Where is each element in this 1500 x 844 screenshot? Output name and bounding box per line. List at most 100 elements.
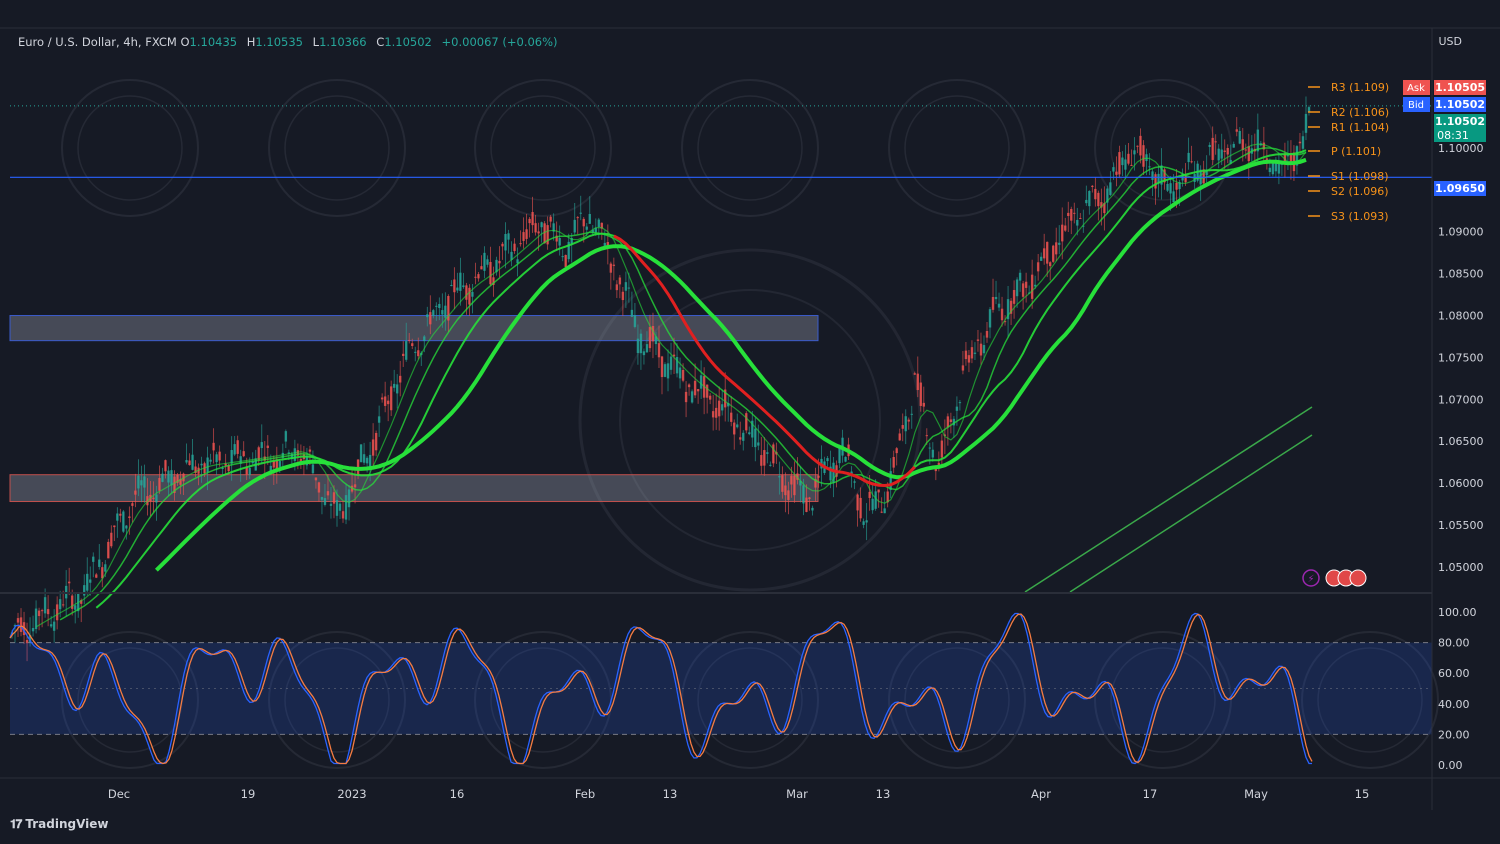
demand-zone[interactable]	[9, 474, 819, 503]
candle-body	[1082, 225, 1085, 227]
candle-body	[1184, 175, 1187, 183]
stochastic-pane[interactable]	[9, 612, 1432, 765]
candle-body	[657, 343, 661, 358]
candle-body	[233, 444, 236, 455]
watermark-ring	[888, 79, 1026, 217]
candle-body	[994, 296, 998, 300]
candle-body	[371, 439, 375, 456]
candle-body	[886, 491, 889, 503]
candle-body	[504, 234, 507, 251]
candle-body	[218, 451, 221, 461]
candle-body	[696, 389, 700, 392]
candle-body	[25, 640, 29, 644]
candle-body	[414, 351, 417, 353]
candle-body	[95, 574, 98, 578]
candle-body	[70, 595, 74, 609]
candle-body	[212, 442, 215, 451]
candle-body	[1070, 208, 1073, 221]
candle-body	[194, 466, 197, 473]
tradingview-logo[interactable]: 𝟏𝟕 TradingView	[10, 817, 109, 832]
candle-body	[272, 460, 276, 468]
candle-body	[1115, 171, 1118, 175]
candle-body	[1166, 183, 1169, 191]
candle-body	[1118, 152, 1121, 175]
candle-body	[191, 454, 194, 470]
candle-body	[748, 432, 751, 435]
candle-body	[1045, 241, 1049, 264]
candle-body	[1112, 167, 1115, 172]
candle-body	[1133, 150, 1136, 155]
candle-body	[1226, 147, 1229, 155]
candle-body	[826, 458, 829, 462]
candle-body	[763, 450, 766, 466]
candle-body	[913, 373, 916, 375]
candle-body	[910, 413, 913, 415]
candle-body	[952, 418, 956, 426]
symbol-title: Euro / U.S. Dollar, 4h, FXCM	[18, 35, 177, 49]
stochastic-tick-label: 80.00	[1438, 637, 1470, 650]
watermark-seal	[268, 79, 406, 217]
watermark-ring-inner	[697, 95, 803, 201]
candle-body	[727, 403, 730, 407]
candle-body	[585, 226, 588, 230]
candle-body	[525, 229, 528, 239]
stochastic-tick-label: 0.00	[1438, 759, 1463, 772]
stochastic-tick-label: 40.00	[1438, 698, 1470, 711]
candle-body	[344, 495, 348, 520]
candle-body	[122, 511, 125, 532]
lightning-icon[interactable]	[1302, 569, 1320, 587]
candle-body	[883, 508, 886, 514]
candle-body	[104, 564, 107, 572]
candle-body	[754, 428, 757, 448]
hline-value: 1.09650	[1435, 182, 1485, 195]
candle-body	[1076, 219, 1079, 226]
candle-body	[1052, 245, 1055, 262]
candle-body	[931, 449, 935, 458]
candle-body	[742, 432, 745, 441]
us-flag-icon[interactable]	[1349, 569, 1367, 587]
candle-body	[200, 463, 203, 466]
candle-body	[287, 452, 291, 454]
candle-body	[928, 447, 932, 449]
candle-body	[73, 605, 77, 610]
candle-body	[663, 364, 667, 377]
candle-body	[1064, 225, 1067, 231]
price-tick-label: 1.05500	[1438, 519, 1484, 532]
change-value: +0.00067 (+0.06%)	[441, 35, 558, 49]
candle-body	[1018, 272, 1022, 281]
price-pane[interactable]	[9, 79, 1439, 769]
candle-body	[140, 480, 143, 486]
tradingview-icon: 𝟏𝟕	[10, 817, 22, 831]
candle-body	[543, 223, 546, 244]
candle-body	[642, 351, 646, 356]
candle-body	[582, 218, 585, 227]
supply-zone[interactable]	[9, 315, 819, 342]
candle-body	[417, 350, 420, 357]
candle-body	[778, 476, 781, 478]
watermark-seal	[1094, 631, 1232, 769]
candle-body	[519, 243, 522, 245]
candle-body	[1241, 139, 1244, 151]
candle-body	[317, 482, 321, 493]
candle-body	[1163, 169, 1166, 183]
candle-body	[892, 457, 895, 468]
candle-body	[1000, 308, 1004, 321]
candle-body	[985, 331, 989, 338]
candle-body	[1205, 169, 1208, 176]
candle-body	[1021, 283, 1025, 297]
candle-body	[320, 497, 324, 500]
candle-body	[865, 520, 868, 523]
candle-body	[248, 467, 251, 475]
candle-body	[961, 365, 965, 371]
candle-body	[86, 573, 89, 591]
candle-body	[898, 433, 901, 441]
candle-body	[639, 333, 643, 354]
watermark-ring	[681, 79, 819, 217]
candle-body	[236, 440, 239, 454]
candle-body	[684, 391, 688, 403]
candle-body	[1048, 262, 1052, 267]
candle-body	[392, 383, 396, 388]
watermark-ring-inner	[904, 95, 1010, 201]
candle-body	[940, 440, 944, 458]
